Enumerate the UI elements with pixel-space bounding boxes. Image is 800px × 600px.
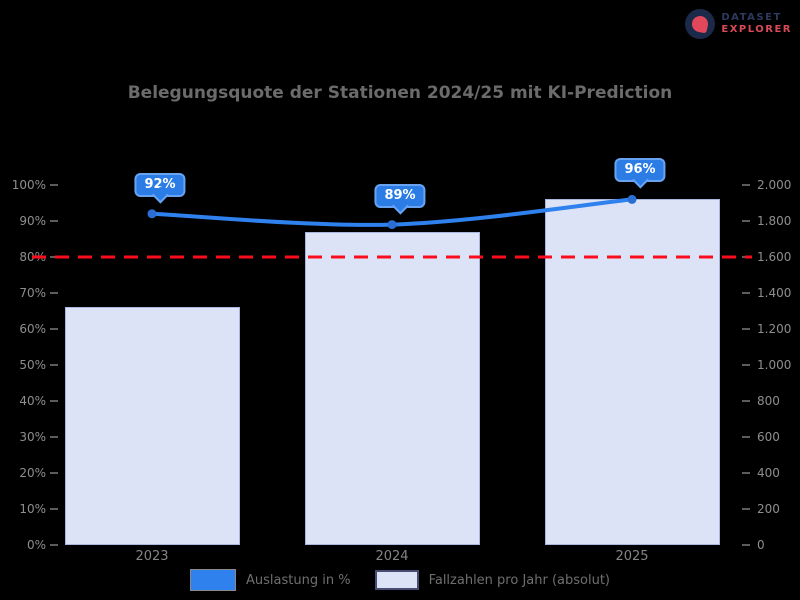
y-axis-left-tickmark [50,292,58,294]
legend-swatch-line[interactable] [190,569,236,591]
y-axis-right-tick-label: 1.600 [757,250,792,264]
data-label-2023: 92% [134,172,186,197]
legend-swatch-bar[interactable] [374,570,419,590]
y-axis-left-tickmark [50,544,58,546]
y-axis-right-tickmark [742,400,750,402]
legend-item-bar[interactable]: Fallzahlen pro Jahr (absolut) [374,570,610,590]
y-axis-right-tick-label: 800 [757,394,780,408]
legend-label-bar: Fallzahlen pro Jahr (absolut) [428,572,610,588]
y-axis-left-tick-label: 0% [26,538,46,552]
y-axis-right-tick-label: 600 [757,430,780,444]
y-axis-right-tickmark [742,472,750,474]
legend: Auslastung in % Fallzahlen pro Jahr (abs… [0,569,800,591]
y-axis-left-tickmark [50,184,58,186]
y-axis-left-tick-label: 70% [19,286,46,300]
y-axis-left-tickmark [50,364,58,366]
y-axis-right-tickmark [742,328,750,330]
y-axis-right-tickmark [742,184,750,186]
y-axis-right-tick-label: 1.000 [757,358,792,372]
y-axis-right-tick-label: 200 [757,502,780,516]
y-axis-right-tick-label: 1.200 [757,322,792,336]
y-axis-left-tickmark [50,508,58,510]
y-axis-right-tick-label: 2.000 [757,178,792,192]
y-axis-left-tick-label: 10% [19,502,46,516]
y-axis-left-tickmark [50,436,58,438]
y-axis-right-tickmark [742,364,750,366]
bar-2024[interactable] [304,231,480,545]
x-axis-label-2025: 2025 [615,549,649,564]
line-point-2024[interactable] [387,220,397,230]
x-axis-label-2024: 2024 [375,549,409,564]
line-point-2025[interactable] [627,194,637,204]
logo-line1: DATASET [721,12,782,23]
y-axis-right-tickmark [742,292,750,294]
data-label-2024: 89% [374,183,426,208]
x-axis-label-2023: 2023 [135,549,169,564]
y-axis-left-tickmark [50,328,58,330]
y-axis-right-tick-label: 1.400 [757,286,792,300]
data-label-2025: 96% [614,158,666,183]
bar-2023[interactable] [64,307,240,545]
y-axis-left-tick-label: 50% [19,358,46,372]
y-axis-left-tick-label: 30% [19,430,46,444]
y-axis-right-tickmark [742,508,750,510]
logo: DATASET EXPLORER [685,9,792,39]
y-axis-right-tickmark [742,220,750,222]
y-axis-right-tickmark [742,544,750,546]
logo-text: DATASET EXPLORER [721,12,792,36]
y-axis-right-tick-label: 400 [757,466,780,480]
y-axis-left-tick-label: 60% [19,322,46,336]
line-point-2023[interactable] [147,209,157,219]
chart-title: Belegungsquote der Stationen 2024/25 mit… [127,83,673,103]
y-axis-left-tick-label: 40% [19,394,46,408]
legend-item-line[interactable]: Auslastung in % [190,569,351,591]
y-axis-left-tickmark [50,400,58,402]
logo-lion-icon [685,9,716,39]
y-axis-left-tick-label: 90% [19,214,46,228]
y-axis-right-tick-label: 0 [757,538,765,552]
y-axis-right-tickmark [742,436,750,438]
legend-label-line: Auslastung in % [246,572,351,588]
y-axis-left-tick-label: 100% [11,178,46,192]
y-axis-left-tick-label: 20% [19,466,46,480]
y-axis-right-tick-label: 1.800 [757,214,792,228]
y-axis-left-tickmark [50,256,58,258]
logo-line2: EXPLORER [721,24,792,35]
y-axis-left-tickmark [50,220,58,222]
y-axis-left-tickmark [50,472,58,474]
